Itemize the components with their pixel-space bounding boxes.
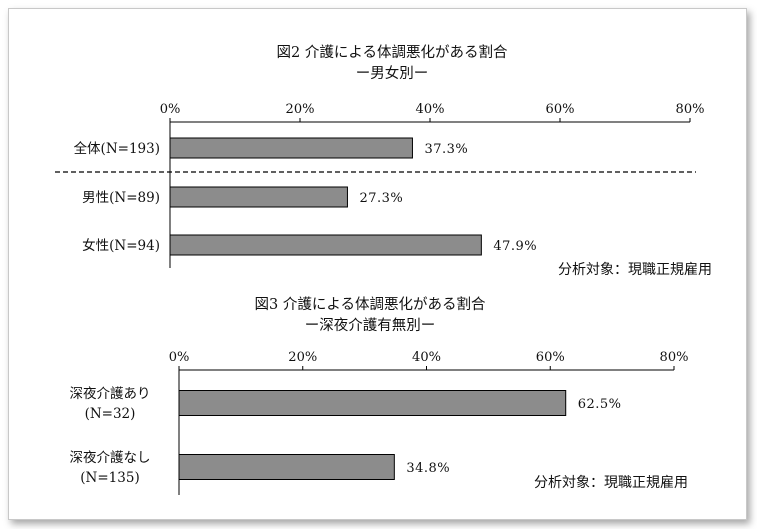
x-tick-label: 60% xyxy=(536,350,565,365)
bar xyxy=(169,234,482,256)
x-tick-label: 80% xyxy=(676,102,705,117)
bar-value-label: 34.8% xyxy=(406,461,450,476)
chart-subtitle: ー深夜介護有無別ー xyxy=(305,317,436,334)
x-tick-label: 60% xyxy=(546,102,575,117)
analysis-note: 分析対象：現職正規雇用 xyxy=(534,474,688,491)
bar xyxy=(169,186,348,208)
category-label-n: (N=135) xyxy=(80,470,139,486)
x-tick-label: 80% xyxy=(660,350,689,365)
x-tick-label: 40% xyxy=(416,102,445,117)
bar xyxy=(178,454,395,480)
bar xyxy=(169,137,413,159)
analysis-note: 分析対象：現職正規雇用 xyxy=(558,261,712,278)
chart-subtitle: ー男女別ー xyxy=(356,64,429,82)
category-label-n: (N=32) xyxy=(85,406,136,422)
bar-value-label: 47.9% xyxy=(493,239,537,254)
x-tick-label: 0% xyxy=(160,102,181,117)
figure-frame xyxy=(8,8,747,520)
x-tick-label: 40% xyxy=(412,350,441,365)
x-tick-label: 0% xyxy=(169,350,190,365)
bar-value-label: 37.3% xyxy=(424,142,468,157)
chart-title: 図2 介護による体調悪化がある割合 xyxy=(277,44,508,61)
category-label: 全体(N=193) xyxy=(74,140,160,157)
category-label: 女性(N=94) xyxy=(82,237,160,254)
category-label: 深夜介護あり xyxy=(70,386,151,402)
x-tick-label: 20% xyxy=(286,102,315,117)
bar-value-label: 27.3% xyxy=(359,191,403,206)
bar xyxy=(178,390,567,416)
chart-title: 図3 介護による体調悪化がある割合 xyxy=(255,296,486,313)
category-label: 深夜介護なし xyxy=(70,450,151,466)
bar-value-label: 62.5% xyxy=(578,397,622,412)
x-tick-label: 20% xyxy=(288,350,317,365)
category-label: 男性(N=89) xyxy=(82,190,160,206)
